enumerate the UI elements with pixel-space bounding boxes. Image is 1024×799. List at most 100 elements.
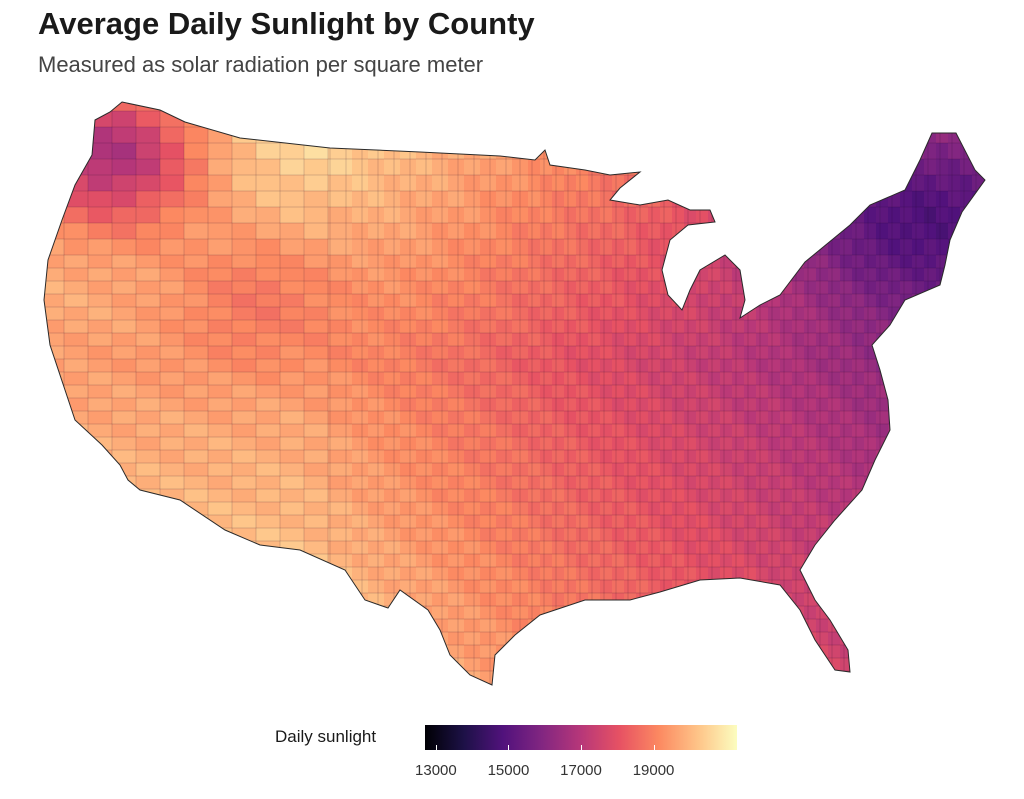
county-cell bbox=[44, 632, 65, 646]
county-cell bbox=[600, 437, 613, 451]
county-cell bbox=[840, 102, 853, 112]
county-cell bbox=[948, 346, 961, 360]
county-cell bbox=[984, 281, 985, 295]
county-cell bbox=[684, 191, 697, 208]
county-cell bbox=[384, 554, 401, 568]
county-cell bbox=[912, 567, 925, 581]
county-cell bbox=[744, 437, 757, 451]
county-cell bbox=[804, 268, 817, 282]
county-cell bbox=[936, 102, 949, 112]
county-cell bbox=[88, 191, 113, 208]
county-cell bbox=[924, 541, 937, 555]
county-cell bbox=[876, 580, 889, 594]
county-cell bbox=[600, 489, 613, 503]
county-cell bbox=[512, 385, 529, 399]
county-cell bbox=[432, 175, 449, 192]
county-cell bbox=[600, 294, 613, 308]
county-cell bbox=[636, 143, 649, 160]
county-cell bbox=[648, 159, 661, 176]
county-cell bbox=[328, 515, 353, 529]
county-cell bbox=[924, 645, 937, 659]
county-cell bbox=[512, 671, 529, 685]
county-cell bbox=[160, 239, 185, 256]
county-cell bbox=[984, 372, 985, 386]
county-cell bbox=[496, 554, 513, 568]
county-cell bbox=[732, 333, 745, 347]
county-cell bbox=[744, 223, 757, 240]
county-cell bbox=[936, 541, 949, 555]
county-cell bbox=[464, 502, 481, 516]
county-cell bbox=[160, 281, 185, 295]
county-cell bbox=[744, 541, 757, 555]
county-cell bbox=[280, 463, 305, 477]
county-cell bbox=[924, 463, 937, 477]
county-cell bbox=[840, 281, 853, 295]
county-cell bbox=[304, 359, 329, 373]
county-cell bbox=[984, 175, 985, 192]
county-cell bbox=[696, 684, 709, 685]
county-cell bbox=[960, 658, 973, 672]
county-cell bbox=[576, 372, 589, 386]
county-cell bbox=[696, 191, 709, 208]
county-cell bbox=[876, 593, 889, 607]
county-cell bbox=[384, 528, 401, 542]
county-cell bbox=[600, 450, 613, 464]
county-cell bbox=[576, 437, 589, 451]
county-cell bbox=[160, 671, 185, 685]
county-cell bbox=[864, 333, 877, 347]
county-cell bbox=[464, 175, 481, 192]
county-cell bbox=[828, 502, 841, 516]
county-cell bbox=[352, 580, 369, 594]
county-cell bbox=[804, 515, 817, 529]
county-cell bbox=[612, 619, 625, 633]
county-cell bbox=[684, 437, 697, 451]
county-cell bbox=[936, 671, 949, 685]
county-cell bbox=[328, 411, 353, 425]
county-cell bbox=[648, 541, 661, 555]
county-cell bbox=[696, 437, 709, 451]
county-cell bbox=[792, 385, 805, 399]
county-cell bbox=[432, 359, 449, 373]
county-cell bbox=[448, 541, 465, 555]
county-cell bbox=[816, 554, 829, 568]
county-cell bbox=[948, 143, 961, 160]
county-cell bbox=[780, 684, 793, 685]
county-cell bbox=[792, 684, 805, 685]
county-cell bbox=[352, 385, 369, 399]
county-cell bbox=[160, 346, 185, 360]
county-cell bbox=[912, 528, 925, 542]
county-cell bbox=[972, 346, 985, 360]
county-cell bbox=[352, 268, 369, 282]
county-cell bbox=[328, 398, 353, 412]
county-cell bbox=[708, 684, 721, 685]
county-cell bbox=[852, 554, 865, 568]
county-cell bbox=[368, 307, 385, 321]
county-cell bbox=[528, 424, 541, 438]
county-cell bbox=[564, 502, 577, 516]
county-cell bbox=[768, 385, 781, 399]
county-cell bbox=[304, 528, 329, 542]
county-cell bbox=[912, 606, 925, 620]
county-cell bbox=[112, 554, 137, 568]
county-cell bbox=[416, 191, 433, 208]
county-cell bbox=[840, 619, 853, 633]
county-cell bbox=[416, 567, 433, 581]
county-cell bbox=[648, 102, 661, 112]
county-cell bbox=[648, 411, 661, 425]
county-cell bbox=[384, 606, 401, 620]
county-cell bbox=[384, 580, 401, 594]
county-cell bbox=[368, 437, 385, 451]
county-cell bbox=[936, 159, 949, 176]
county-cell bbox=[184, 424, 209, 438]
county-cell bbox=[256, 684, 281, 685]
county-cell bbox=[564, 175, 577, 192]
county-cell bbox=[696, 307, 709, 321]
county-cell bbox=[852, 645, 865, 659]
county-cell bbox=[208, 489, 233, 503]
county-cell bbox=[368, 239, 385, 256]
county-cell bbox=[828, 359, 841, 373]
county-cell bbox=[696, 632, 709, 646]
county-cell bbox=[112, 223, 137, 240]
county-cell bbox=[400, 175, 417, 192]
county-cell bbox=[64, 476, 89, 490]
